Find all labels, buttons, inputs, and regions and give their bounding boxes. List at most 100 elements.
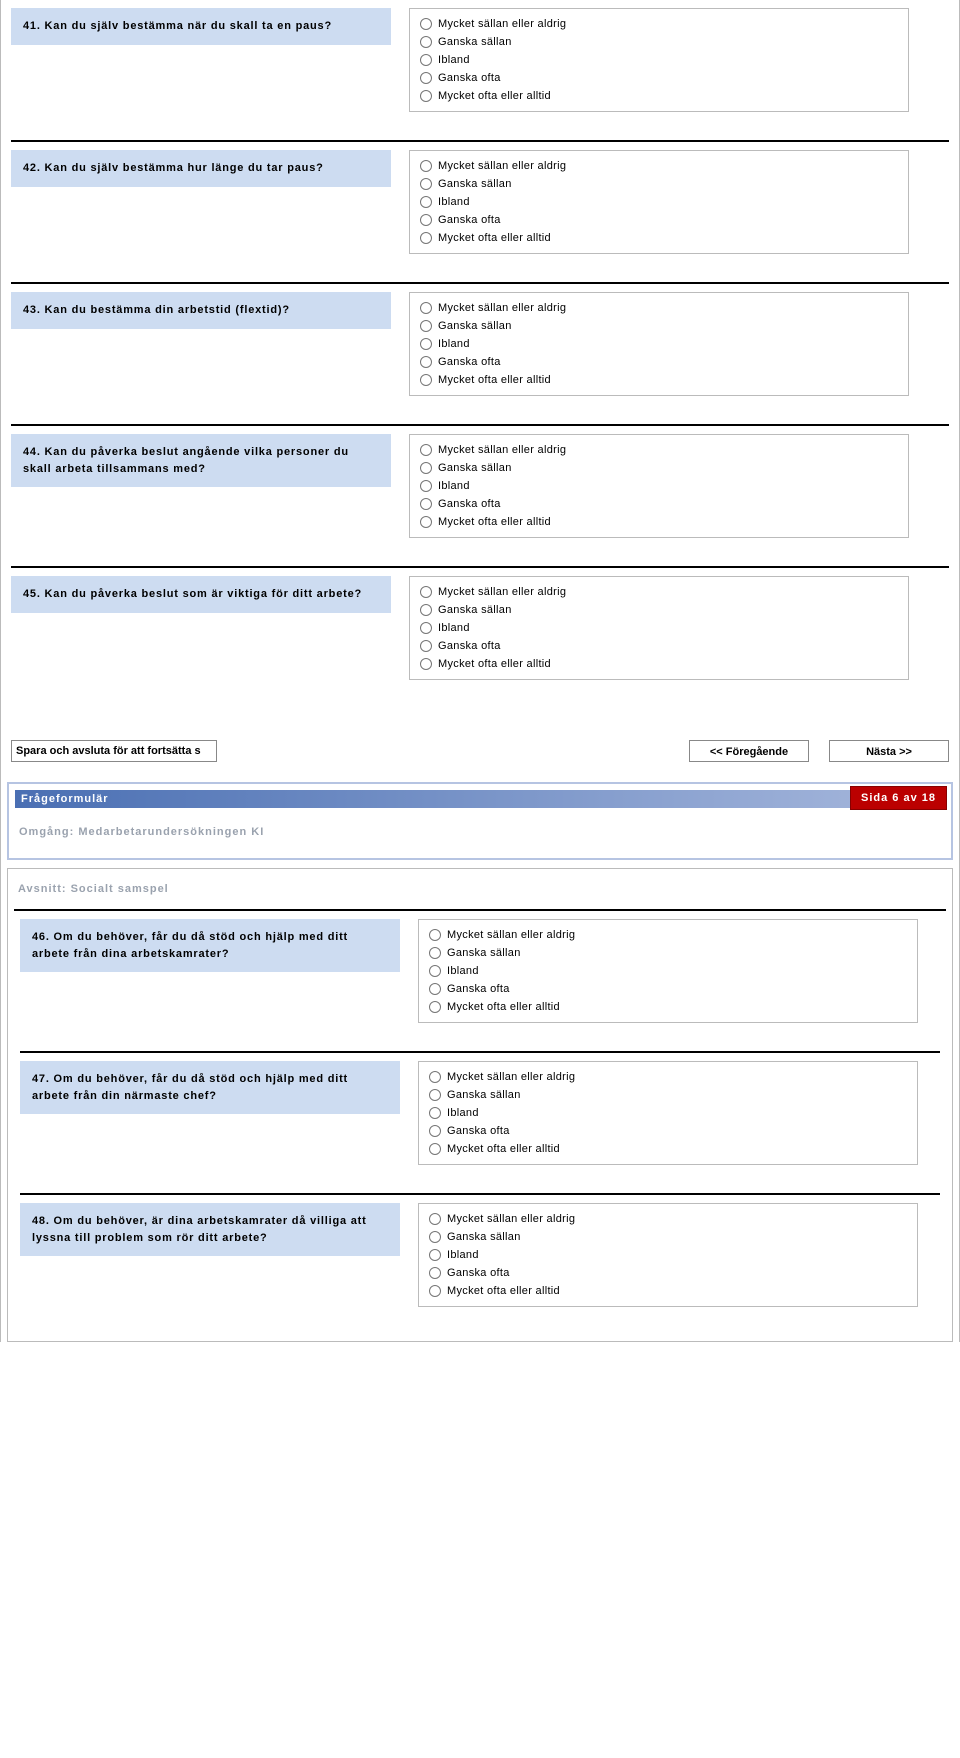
radio-input[interactable]: [420, 374, 432, 386]
save-exit-field[interactable]: [11, 740, 217, 762]
radio-input[interactable]: [429, 947, 441, 959]
answer-option[interactable]: Mycket sällan eller aldrig: [420, 157, 898, 175]
answer-option[interactable]: Ganska ofta: [420, 211, 898, 229]
radio-input[interactable]: [420, 604, 432, 616]
answer-box: Mycket sällan eller aldrigGanska sällan I…: [418, 1203, 918, 1307]
answer-option[interactable]: Ganska ofta: [420, 353, 898, 371]
radio-input[interactable]: [429, 965, 441, 977]
radio-input[interactable]: [420, 302, 432, 314]
radio-input[interactable]: [420, 320, 432, 332]
answer-option[interactable]: Mycket ofta eller alltid: [420, 229, 898, 247]
question-label: 48. Om du behöver, är dina arbetskamrate…: [20, 1203, 400, 1256]
radio-input[interactable]: [429, 1213, 441, 1225]
radio-input[interactable]: [429, 983, 441, 995]
radio-input[interactable]: [420, 178, 432, 190]
answer-option-label: Ibland: [438, 54, 470, 66]
answer-option[interactable]: Mycket ofta eller alltid: [429, 1282, 907, 1300]
answer-option[interactable]: Ganska sällan: [429, 944, 907, 962]
answer-option[interactable]: Ganska sällan: [420, 175, 898, 193]
radio-input[interactable]: [420, 444, 432, 456]
answer-option[interactable]: Ganska ofta: [429, 1264, 907, 1282]
radio-input[interactable]: [429, 1143, 441, 1155]
answer-option[interactable]: Ganska ofta: [420, 495, 898, 513]
radio-input[interactable]: [420, 36, 432, 48]
answer-option[interactable]: Ibland: [429, 962, 907, 980]
answer-option-label: Ganska sällan: [438, 320, 512, 332]
answer-option[interactable]: Ganska sällan: [420, 459, 898, 477]
radio-input[interactable]: [420, 232, 432, 244]
answer-option[interactable]: Ibland: [420, 619, 898, 637]
answer-option[interactable]: Ibland: [420, 335, 898, 353]
radio-input[interactable]: [429, 1249, 441, 1261]
radio-input[interactable]: [420, 72, 432, 84]
answer-option[interactable]: Mycket sällan eller aldrig: [420, 583, 898, 601]
answer-option[interactable]: Ibland: [420, 51, 898, 69]
top-questions-group: 41. Kan du själv bestämma när du skall t…: [5, 0, 955, 708]
answer-option-label: Ibland: [447, 1249, 479, 1261]
answer-option[interactable]: Mycket ofta eller alltid: [420, 371, 898, 389]
radio-input[interactable]: [420, 54, 432, 66]
answer-option-label: Mycket ofta eller alltid: [438, 516, 551, 528]
answer-option[interactable]: Mycket sällan eller aldrig: [420, 15, 898, 33]
radio-input[interactable]: [429, 1231, 441, 1243]
answer-option[interactable]: Mycket ofta eller alltid: [420, 87, 898, 105]
answer-option-label: Mycket ofta eller alltid: [438, 374, 551, 386]
prev-button[interactable]: << Föregående: [689, 740, 809, 762]
answer-option[interactable]: Ganska ofta: [429, 1122, 907, 1140]
radio-input[interactable]: [429, 1071, 441, 1083]
radio-input[interactable]: [420, 462, 432, 474]
radio-input[interactable]: [420, 622, 432, 634]
radio-input[interactable]: [420, 356, 432, 368]
question-43: 43. Kan du bestämma din arbetstid (flext…: [5, 284, 955, 424]
answer-option[interactable]: Ganska sällan: [420, 317, 898, 335]
radio-input[interactable]: [420, 640, 432, 652]
radio-input[interactable]: [429, 1267, 441, 1279]
radio-input[interactable]: [429, 1125, 441, 1137]
radio-input[interactable]: [420, 160, 432, 172]
radio-input[interactable]: [429, 1001, 441, 1013]
radio-input[interactable]: [420, 196, 432, 208]
answer-option[interactable]: Mycket ofta eller alltid: [420, 655, 898, 673]
radio-input[interactable]: [420, 18, 432, 30]
answer-option[interactable]: Mycket sällan eller aldrig: [420, 441, 898, 459]
answer-option[interactable]: Ganska sällan: [429, 1228, 907, 1246]
radio-input[interactable]: [429, 1285, 441, 1297]
answer-option[interactable]: Ganska sällan: [420, 33, 898, 51]
answer-option[interactable]: Ganska ofta: [429, 980, 907, 998]
question-47: 47. Om du behöver, får du då stöd och hj…: [14, 1053, 946, 1193]
radio-input[interactable]: [420, 338, 432, 350]
answer-option[interactable]: Mycket sällan eller aldrig: [429, 926, 907, 944]
radio-input[interactable]: [420, 658, 432, 670]
answer-option[interactable]: Ibland: [429, 1246, 907, 1264]
answer-option[interactable]: Ganska sällan: [420, 601, 898, 619]
page-number-badge: Sida 6 av 18: [850, 786, 947, 810]
radio-input[interactable]: [429, 1089, 441, 1101]
answer-option[interactable]: Ibland: [420, 193, 898, 211]
radio-input[interactable]: [429, 1107, 441, 1119]
answer-box: Mycket sällan eller aldrigGanska sällanI…: [418, 1061, 918, 1165]
answer-option[interactable]: Mycket sällan eller aldrig: [429, 1068, 907, 1086]
answer-option-label: Ganska ofta: [447, 983, 510, 995]
answer-option[interactable]: Mycket ofta eller alltid: [429, 1140, 907, 1158]
answer-option[interactable]: Mycket ofta eller alltid: [420, 513, 898, 531]
answer-option[interactable]: Ganska sällan: [429, 1086, 907, 1104]
answer-option[interactable]: Mycket sällan eller aldrig: [420, 299, 898, 317]
answer-box: Mycket sällan eller aldrigGanska sällan I…: [409, 8, 909, 112]
answer-box: Mycket sällan eller aldrigGanska sällanI…: [409, 150, 909, 254]
radio-input[interactable]: [420, 586, 432, 598]
next-button[interactable]: Nästa >>: [829, 740, 949, 762]
answer-option[interactable]: Mycket sällan eller aldrig: [429, 1210, 907, 1228]
radio-input[interactable]: [429, 929, 441, 941]
radio-input[interactable]: [420, 516, 432, 528]
answer-option[interactable]: Ganska ofta: [420, 69, 898, 87]
answer-option[interactable]: Ganska ofta: [420, 637, 898, 655]
radio-input[interactable]: [420, 498, 432, 510]
answer-box: Mycket sällan eller aldrigGanska sällanI…: [409, 434, 909, 538]
answer-option[interactable]: Mycket ofta eller alltid: [429, 998, 907, 1016]
question-41: 41. Kan du själv bestämma när du skall t…: [5, 0, 955, 140]
answer-option[interactable]: Ibland: [420, 477, 898, 495]
radio-input[interactable]: [420, 480, 432, 492]
answer-option[interactable]: Ibland: [429, 1104, 907, 1122]
radio-input[interactable]: [420, 90, 432, 102]
radio-input[interactable]: [420, 214, 432, 226]
